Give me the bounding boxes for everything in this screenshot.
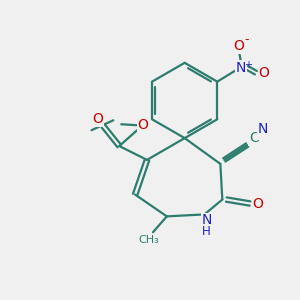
Text: O: O: [253, 196, 263, 211]
Text: O: O: [138, 118, 148, 132]
Text: CH₃: CH₃: [139, 235, 159, 245]
Text: +: +: [244, 60, 252, 70]
Text: O: O: [258, 66, 269, 80]
Text: C: C: [249, 131, 259, 145]
Text: O: O: [234, 39, 244, 53]
Text: H: H: [202, 225, 211, 238]
Text: N: N: [201, 213, 212, 227]
Text: O: O: [92, 112, 103, 126]
Text: -: -: [245, 34, 249, 46]
Text: N: N: [258, 122, 268, 136]
Text: N: N: [236, 61, 246, 75]
